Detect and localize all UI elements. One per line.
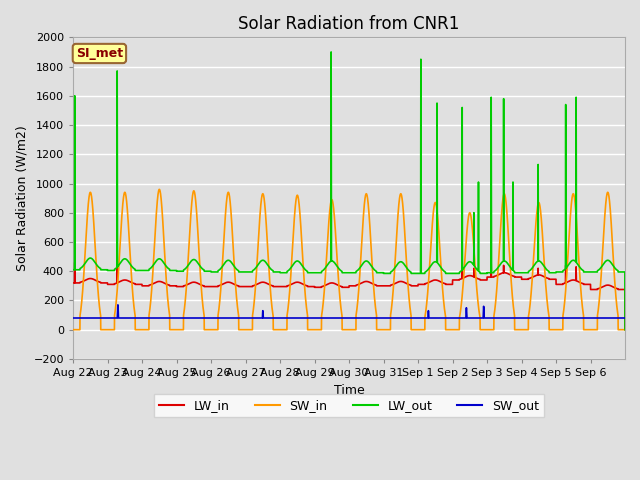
Title: Solar Radiation from CNR1: Solar Radiation from CNR1 <box>238 15 460 33</box>
Text: SI_met: SI_met <box>76 47 123 60</box>
X-axis label: Time: Time <box>333 384 364 396</box>
Y-axis label: Solar Radiation (W/m2): Solar Radiation (W/m2) <box>15 125 28 271</box>
Legend: LW_in, SW_in, LW_out, SW_out: LW_in, SW_in, LW_out, SW_out <box>154 394 545 417</box>
